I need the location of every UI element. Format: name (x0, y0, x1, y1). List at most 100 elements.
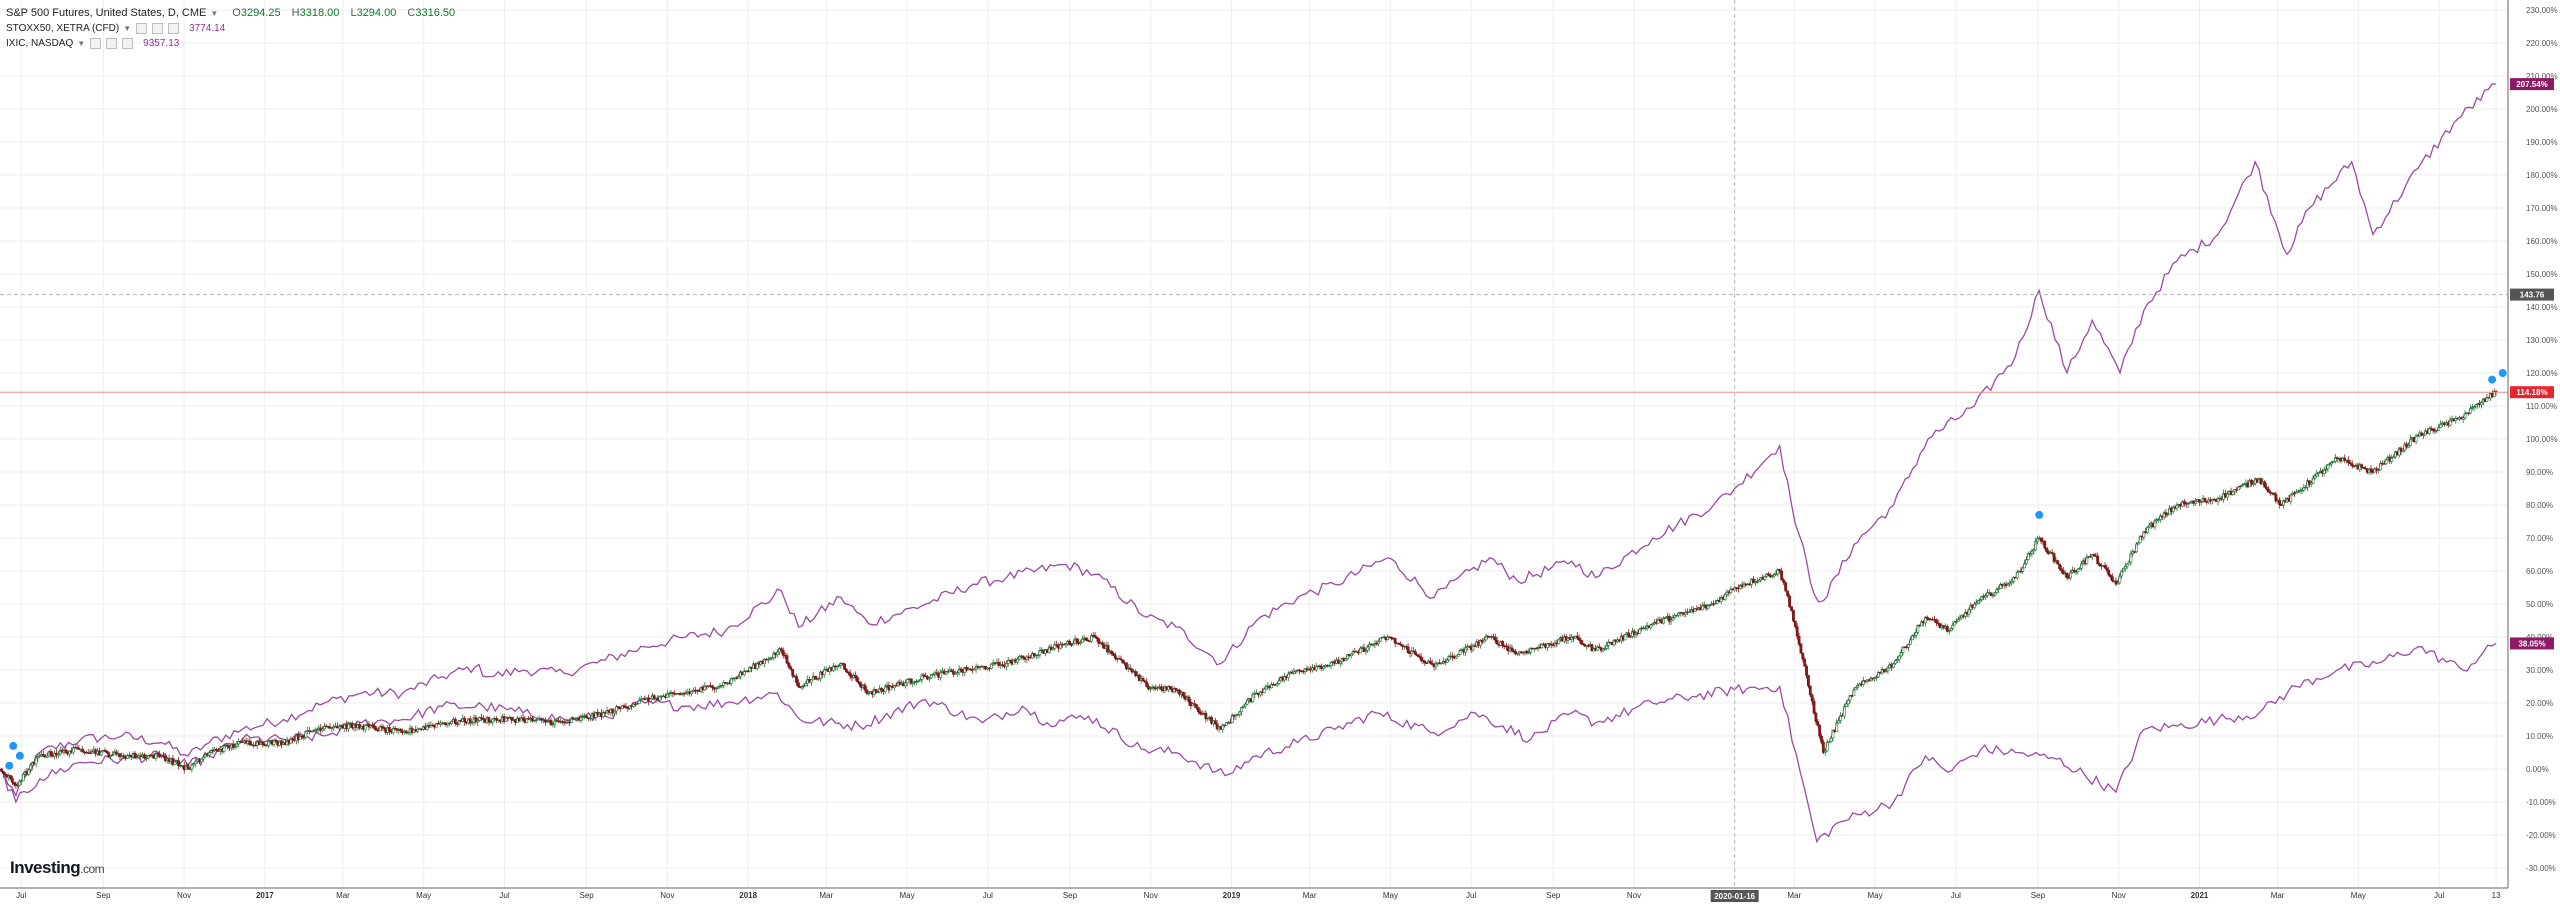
event-marker-icon (2497, 368, 2508, 378)
y-tick-label: 200.00% (2526, 105, 2558, 114)
ohlc-high-label: H (291, 7, 300, 19)
x-tick-label: Nov (660, 891, 674, 900)
x-tick-label: Mar (819, 891, 833, 900)
compare-stoxx-label[interactable]: STOXX50, XETRA (CFD) (6, 23, 120, 34)
x-tick-label: Mar (1303, 891, 1317, 900)
event-marker-icon (2034, 509, 2045, 520)
x-tick-label: Nov (1144, 891, 1158, 900)
y-tick-label: 120.00% (2526, 369, 2558, 378)
series-layer (0, 83, 2498, 844)
x-tick-label: Mar (2271, 891, 2285, 900)
y-tick-label: -10.00% (2526, 798, 2556, 807)
ohlc-close-label: C (407, 7, 416, 19)
event-marker-icon (2487, 374, 2498, 385)
legend-main-series[interactable]: S&P 500 Futures, United States, D, CME ▼… (6, 6, 463, 21)
chevron-down-icon[interactable]: ▼ (77, 39, 86, 48)
series-line (0, 642, 2497, 844)
y-tick-label: 230.00% (2526, 6, 2558, 15)
event-marker-dot (8, 740, 19, 751)
event-marker-dot (2497, 368, 2508, 378)
brand-name: Investing (10, 858, 81, 877)
compare-nasdaq-value: 9357.13 (143, 38, 180, 49)
badge-crosshair: 143.76 (2510, 288, 2554, 301)
legend-compare-nasdaq[interactable]: IXIC, NASDAQ ▼ 9357.13 (6, 36, 463, 51)
x-tick-label: 2021 (2191, 891, 2209, 900)
series-line (0, 83, 2497, 798)
y-tick-label: 20.00% (2526, 699, 2553, 708)
badge-sp500: 114.18% (2510, 386, 2554, 399)
x-tick-label: May (2351, 891, 2366, 900)
close-icon[interactable] (122, 38, 134, 49)
x-tick-label: 2019 (1223, 891, 1241, 900)
x-tick-label: Nov (2112, 891, 2126, 900)
chart-legend: S&P 500 Futures, United States, D, CME ▼… (6, 6, 463, 51)
investing-logo: Investing.com (10, 858, 105, 878)
badge-crosshair-text: 143.76 (2520, 291, 2545, 300)
y-tick-label: 50.00% (2526, 600, 2553, 609)
crosshair-date-bg (1710, 890, 1759, 902)
y-tick-label: 140.00% (2526, 303, 2558, 312)
y-tick-label: 180.00% (2526, 171, 2558, 180)
x-tick-label: 2017 (256, 891, 274, 900)
ohlc-readout: O3294.25 H3318.00 L3294.00 C3316.50 (232, 6, 463, 21)
x-tick-label: May (900, 891, 915, 900)
x-tick-label: Mar (336, 891, 350, 900)
y-tick-label: 100.00% (2526, 435, 2558, 444)
x-tick-label: Nov (1627, 891, 1641, 900)
y-tick-label: 0.00% (2526, 765, 2549, 774)
x-tick-label: Jul (1466, 891, 1476, 900)
y-tick-label: 70.00% (2526, 534, 2553, 543)
badge-sp500-text: 114.18% (2516, 388, 2547, 397)
ohlc-open: 3294.25 (240, 7, 281, 19)
legend-compare-stoxx[interactable]: STOXX50, XETRA (CFD) ▼ 3774.14 (6, 21, 463, 36)
y-tick-label: 60.00% (2526, 567, 2553, 576)
ohlc-high: 3318.00 (299, 7, 340, 19)
x-tick-label: Mar (1787, 891, 1801, 900)
x-tick-label: Jul (499, 891, 509, 900)
grid (0, 0, 2508, 888)
x-tick-label: 13 (2492, 891, 2501, 900)
y-tick-label: 130.00% (2526, 336, 2558, 345)
x-tick-label: Sep (1063, 891, 1078, 900)
x-tick-label: Jul (16, 891, 26, 900)
chevron-down-icon[interactable]: ▼ (123, 24, 132, 33)
main-symbol-label[interactable]: S&P 500 Futures, United States, D, CME (6, 7, 207, 19)
y-tick-label: 150.00% (2526, 270, 2558, 279)
settings-icon[interactable] (152, 23, 164, 34)
x-tick-label: Sep (2031, 891, 2046, 900)
x-tick-label: Jul (983, 891, 993, 900)
brand-suffix: .com (80, 862, 105, 876)
event-marker-dot (14, 750, 25, 761)
crosshair-date-text: 2020-01-16 (1714, 892, 1755, 901)
x-tick-label: Sep (579, 891, 594, 900)
event-marker-dot (2034, 509, 2045, 520)
eye-icon[interactable] (136, 23, 148, 34)
y-tick-label: -30.00% (2526, 864, 2556, 873)
badge-nasdaq-text: 207.54% (2516, 80, 2548, 89)
series-close-line (0, 390, 2497, 786)
y-tick-label: 220.00% (2526, 39, 2558, 48)
y-tick-label: 80.00% (2526, 501, 2553, 510)
y-tick-label: 170.00% (2526, 204, 2558, 213)
compare-nasdaq-label[interactable]: IXIC, NASDAQ (6, 38, 74, 49)
y-tick-label: 10.00% (2526, 732, 2553, 741)
x-tick-label: May (1383, 891, 1398, 900)
overlay (0, 0, 2508, 888)
eye-icon[interactable] (90, 38, 102, 49)
x-tick-label: 2018 (739, 891, 757, 900)
ohlc-low: 3294.00 (356, 7, 397, 19)
badge-stoxx-text: 38.05% (2518, 639, 2545, 648)
badge-stoxx-bg (2510, 637, 2554, 650)
y-tick-label: -20.00% (2526, 831, 2556, 840)
chevron-down-icon[interactable]: ▼ (210, 9, 219, 18)
badge-sp500-bg (2510, 386, 2554, 399)
y-tick-label: 210.00% (2526, 72, 2558, 81)
event-marker-icon (14, 750, 25, 761)
close-icon[interactable] (168, 23, 180, 34)
badge-stoxx: 38.05% (2510, 637, 2554, 650)
plot-background (0, 0, 2508, 888)
settings-icon[interactable] (106, 38, 118, 49)
event-marker-icon (4, 760, 15, 771)
